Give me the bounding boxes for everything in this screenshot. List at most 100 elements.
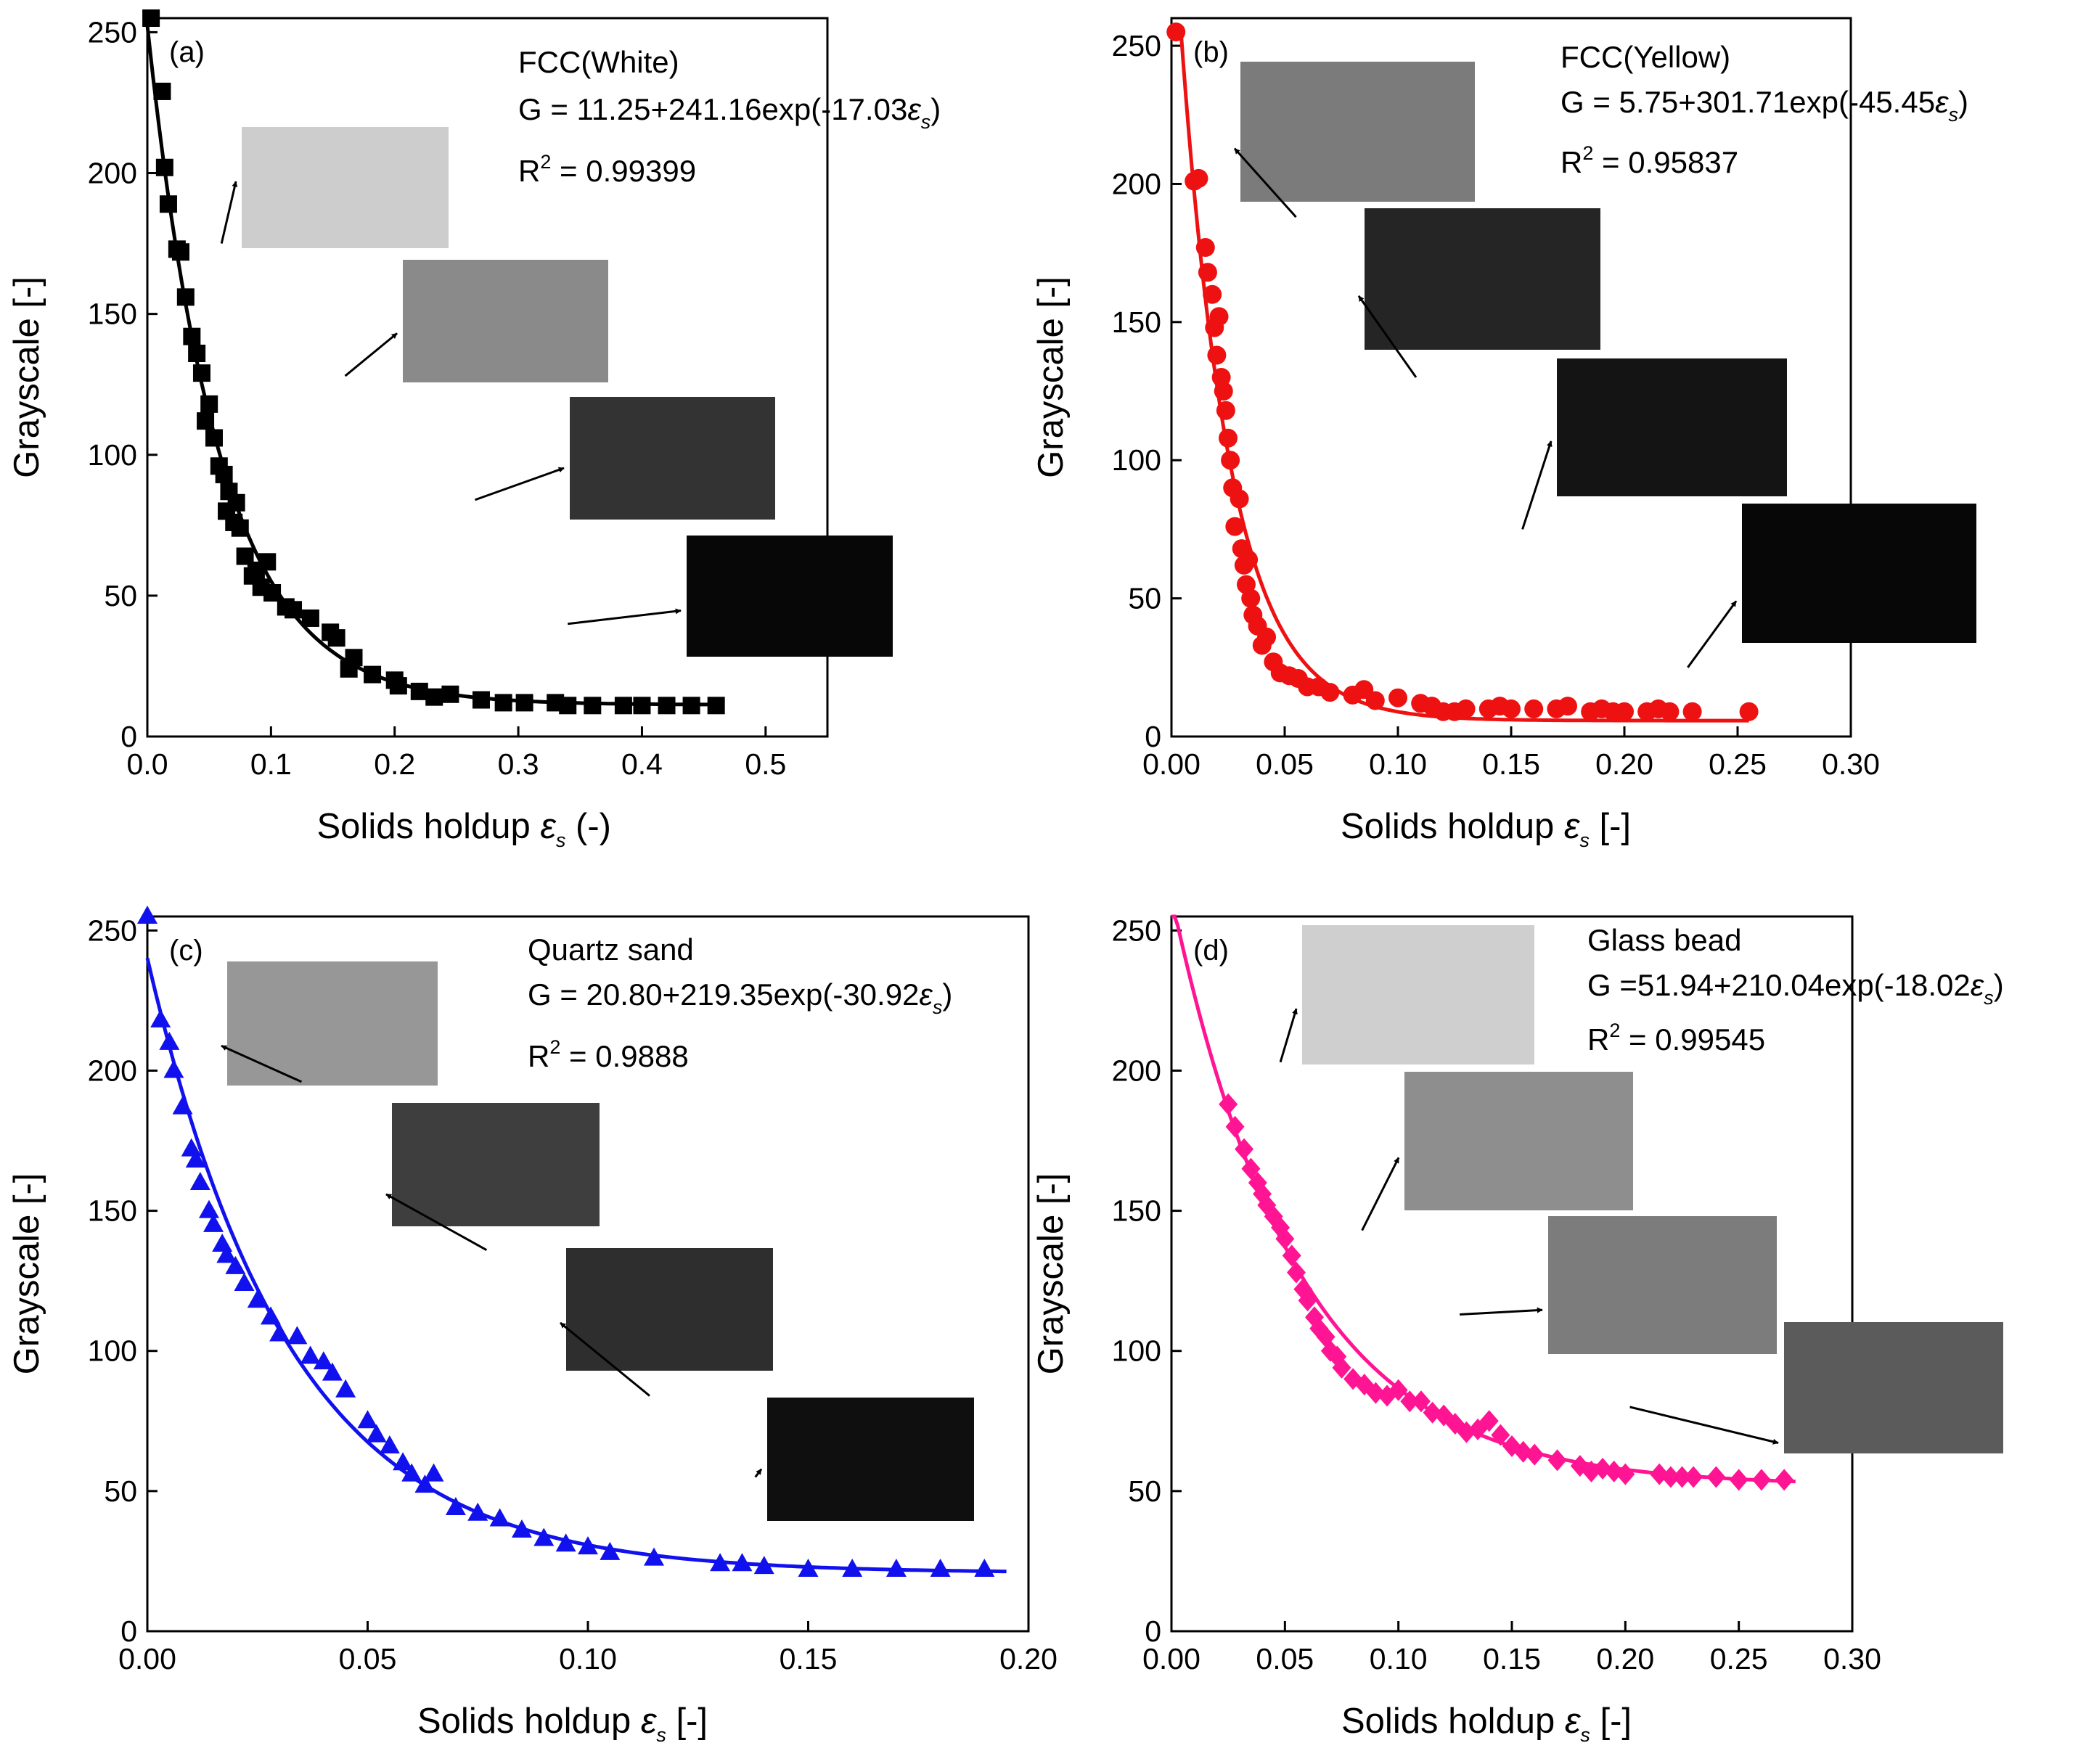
data-point bbox=[1320, 683, 1340, 702]
plot-frame bbox=[146, 17, 829, 738]
data-point bbox=[401, 1463, 422, 1482]
data-point bbox=[393, 1452, 414, 1471]
data-point bbox=[185, 1149, 206, 1168]
data-point bbox=[1225, 1115, 1245, 1138]
data-point bbox=[258, 553, 277, 571]
data-point bbox=[974, 1559, 995, 1578]
y-tick-label: 100 bbox=[88, 1334, 137, 1368]
x-axis-label: Solids holdup εs (-) bbox=[317, 807, 611, 851]
panel-label: (c) bbox=[169, 935, 203, 967]
y-tick-label: 200 bbox=[1112, 1054, 1161, 1087]
data-point bbox=[1166, 22, 1186, 42]
material-title: FCC(White) bbox=[518, 45, 679, 79]
inset-image-4 bbox=[1742, 504, 1976, 643]
data-point bbox=[198, 1199, 219, 1218]
data-point bbox=[285, 601, 303, 619]
data-point bbox=[1235, 1138, 1254, 1160]
panel-label: (d) bbox=[1193, 935, 1229, 967]
arrow-3 bbox=[1521, 440, 1553, 530]
y-tick-label: 0 bbox=[1145, 1615, 1161, 1648]
data-point bbox=[205, 429, 223, 447]
data-point bbox=[1388, 688, 1407, 707]
x-tick-label: 0.25 bbox=[1710, 1642, 1768, 1675]
data-point bbox=[197, 412, 215, 430]
data-point bbox=[155, 158, 173, 176]
data-point bbox=[335, 1379, 356, 1398]
data-point bbox=[1502, 699, 1521, 718]
data-point bbox=[1751, 1469, 1771, 1491]
data-point bbox=[584, 697, 602, 715]
y-tick-label: 50 bbox=[104, 579, 137, 612]
y-tick-label: 50 bbox=[104, 1474, 137, 1508]
x-tick-label: 0.05 bbox=[1256, 747, 1314, 781]
arrow-4 bbox=[568, 608, 682, 625]
x-tick-label: 0.05 bbox=[339, 1642, 397, 1675]
data-point bbox=[614, 697, 632, 715]
inset-image-1 bbox=[1302, 925, 1534, 1064]
data-point bbox=[930, 1559, 951, 1578]
data-point bbox=[533, 1527, 555, 1546]
panel-label: (a) bbox=[169, 36, 205, 68]
data-point bbox=[710, 1553, 731, 1572]
inset-image-1 bbox=[227, 961, 438, 1086]
data-point bbox=[231, 519, 249, 537]
y-tick-label: 150 bbox=[1112, 1194, 1161, 1228]
data-point bbox=[301, 609, 319, 627]
y-tick-label: 150 bbox=[88, 298, 137, 331]
data-point bbox=[1198, 263, 1217, 282]
arrow-2 bbox=[385, 1193, 488, 1251]
data-point bbox=[425, 688, 443, 706]
data-point bbox=[379, 1435, 400, 1454]
data-point bbox=[163, 1059, 184, 1078]
y-tick-label: 200 bbox=[1112, 167, 1161, 200]
inset-image-1 bbox=[242, 127, 449, 248]
data-point bbox=[225, 1255, 246, 1274]
y-tick-label: 250 bbox=[1112, 914, 1161, 947]
y-axis-label: Grayscale [-] bbox=[7, 276, 46, 478]
data-point bbox=[364, 665, 382, 684]
data-point bbox=[192, 364, 210, 382]
y-tick-label: 100 bbox=[1112, 1334, 1161, 1368]
material-title: Quartz sand bbox=[528, 932, 694, 967]
arrow-2 bbox=[1361, 1157, 1400, 1231]
data-point bbox=[176, 288, 195, 306]
data-point bbox=[1241, 588, 1261, 608]
fit-equation: G = 11.25+241.16exp(-17.03εs) bbox=[518, 92, 941, 133]
data-point bbox=[1286, 1261, 1306, 1284]
data-point bbox=[1547, 1449, 1567, 1472]
data-point bbox=[1672, 1466, 1692, 1488]
data-point bbox=[1468, 1418, 1488, 1440]
r-squared: R2 = 0.99545 bbox=[1587, 1020, 1765, 1057]
data-point bbox=[1225, 517, 1245, 536]
data-point bbox=[313, 1351, 334, 1370]
data-point bbox=[472, 691, 490, 709]
data-point bbox=[188, 345, 206, 362]
inset-image-1 bbox=[1240, 62, 1475, 202]
x-tick-label: 0.10 bbox=[1370, 1642, 1428, 1675]
data-point bbox=[1525, 1443, 1545, 1466]
data-point bbox=[1491, 1424, 1510, 1446]
data-point bbox=[366, 1424, 387, 1443]
data-point bbox=[203, 1213, 224, 1232]
data-point bbox=[644, 1547, 665, 1566]
inset-image-2 bbox=[403, 260, 608, 382]
data-point bbox=[300, 1345, 321, 1364]
data-point bbox=[445, 1497, 466, 1516]
arrow-1 bbox=[221, 1044, 303, 1083]
data-point bbox=[1207, 345, 1227, 365]
data-point bbox=[414, 1474, 435, 1493]
fit-curve bbox=[1179, 25, 1749, 723]
x-tick-label: 0.00 bbox=[1142, 747, 1200, 781]
data-point bbox=[1209, 307, 1229, 327]
arrow-2 bbox=[344, 332, 398, 377]
data-point bbox=[842, 1559, 863, 1578]
data-point bbox=[1456, 699, 1476, 718]
y-tick-label: 0 bbox=[1145, 720, 1161, 753]
panel-d: 0.00 0.05 0.10 0.15 0.20 0.25 0.30 0 50 100 150 200… bbox=[1031, 914, 2004, 1746]
panel-b: 0.00 0.05 0.10 0.15 0.20 0.25 0.30 0 50 100 150 200… bbox=[1031, 17, 1976, 851]
arrow-4 bbox=[754, 1468, 763, 1478]
data-point bbox=[234, 1273, 255, 1292]
arrow-3 bbox=[1460, 1307, 1543, 1316]
data-point bbox=[489, 1508, 510, 1527]
data-point bbox=[1660, 702, 1680, 721]
